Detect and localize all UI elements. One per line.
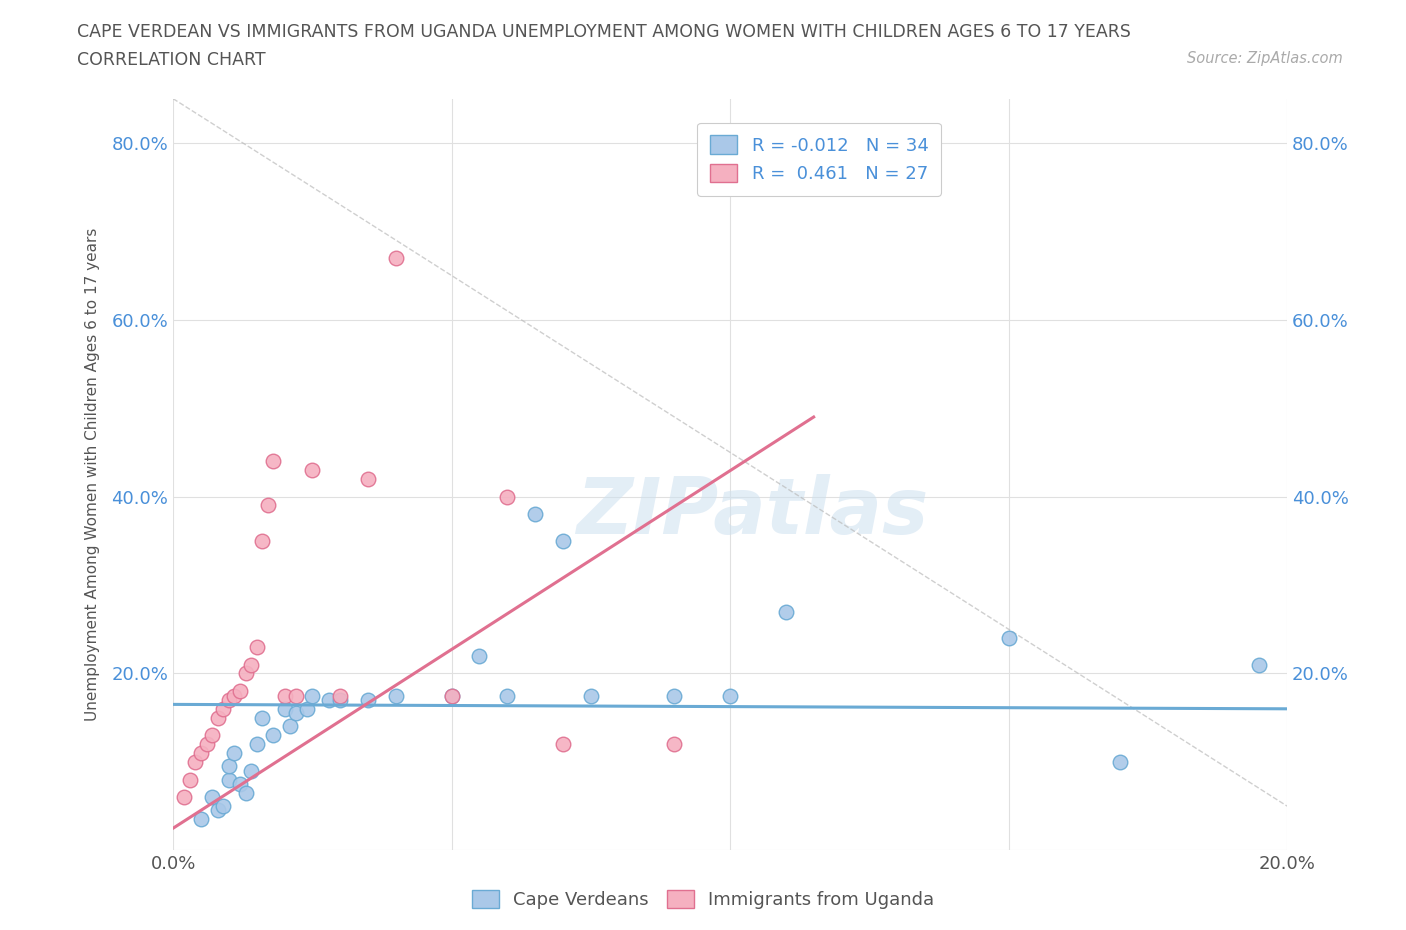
Point	[579, 688, 602, 703]
Point	[218, 693, 240, 708]
Point	[235, 785, 257, 800]
Point	[318, 693, 340, 708]
Point	[997, 631, 1019, 645]
Point	[718, 688, 741, 703]
Point	[775, 604, 797, 619]
Point	[551, 534, 574, 549]
Point	[256, 498, 278, 512]
Y-axis label: Unemployment Among Women with Children Ages 6 to 17 years: Unemployment Among Women with Children A…	[86, 228, 100, 721]
Point	[329, 688, 352, 703]
Point	[357, 472, 380, 486]
Point	[190, 812, 212, 827]
Point	[664, 688, 686, 703]
Point	[252, 534, 274, 549]
Point	[496, 688, 519, 703]
Point	[284, 706, 307, 721]
Point	[235, 666, 257, 681]
Point	[240, 658, 263, 672]
Point	[284, 688, 307, 703]
Point	[262, 728, 284, 743]
Point	[218, 772, 240, 787]
Point	[195, 737, 218, 751]
Point	[229, 777, 252, 791]
Point	[273, 688, 295, 703]
Point	[468, 648, 491, 663]
Point	[273, 701, 295, 716]
Point	[329, 693, 352, 708]
Point	[246, 737, 269, 751]
Point	[551, 737, 574, 751]
Point	[201, 790, 224, 804]
Point	[524, 507, 547, 522]
Point	[262, 454, 284, 469]
Point	[301, 462, 323, 477]
Point	[357, 693, 380, 708]
Point	[385, 250, 408, 265]
Point	[212, 701, 235, 716]
Point	[190, 746, 212, 761]
Point	[246, 640, 269, 655]
Point	[184, 754, 207, 769]
Point	[207, 804, 229, 818]
Point	[1249, 658, 1271, 672]
Legend: Cape Verdeans, Immigrants from Uganda: Cape Verdeans, Immigrants from Uganda	[464, 883, 942, 916]
Point	[496, 489, 519, 504]
Text: Source: ZipAtlas.com: Source: ZipAtlas.com	[1187, 51, 1343, 66]
Point	[179, 772, 201, 787]
Point	[252, 711, 274, 725]
Point	[218, 759, 240, 774]
Legend: R = -0.012   N = 34, R =  0.461   N = 27: R = -0.012 N = 34, R = 0.461 N = 27	[697, 123, 941, 195]
Point	[212, 799, 235, 814]
Text: ZIPatlas: ZIPatlas	[576, 474, 928, 550]
Point	[224, 746, 246, 761]
Point	[278, 719, 301, 734]
Point	[229, 684, 252, 698]
Point	[1109, 754, 1132, 769]
Point	[664, 737, 686, 751]
Point	[385, 688, 408, 703]
Point	[207, 711, 229, 725]
Point	[240, 764, 263, 778]
Point	[301, 688, 323, 703]
Point	[295, 701, 318, 716]
Point	[440, 688, 463, 703]
Text: CAPE VERDEAN VS IMMIGRANTS FROM UGANDA UNEMPLOYMENT AMONG WOMEN WITH CHILDREN AG: CAPE VERDEAN VS IMMIGRANTS FROM UGANDA U…	[77, 23, 1132, 41]
Text: CORRELATION CHART: CORRELATION CHART	[77, 51, 266, 69]
Point	[173, 790, 195, 804]
Point	[201, 728, 224, 743]
Point	[224, 688, 246, 703]
Point	[440, 688, 463, 703]
